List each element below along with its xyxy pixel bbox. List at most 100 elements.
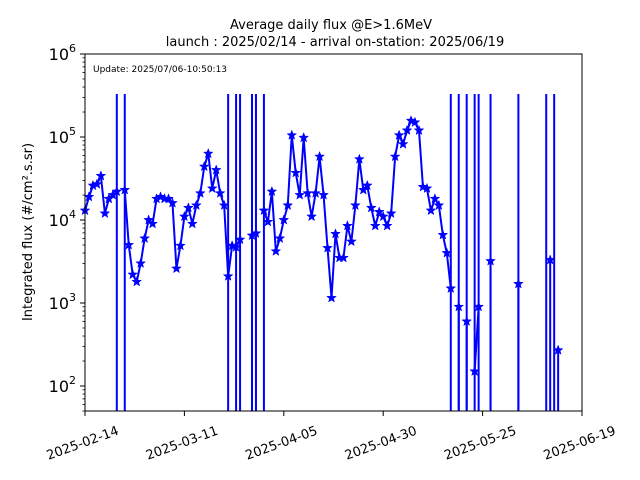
data-point-2025-05-01 bbox=[381, 220, 393, 231]
data-point-2025-05-11 bbox=[421, 182, 433, 194]
data-point-2025-05-03 bbox=[389, 150, 401, 162]
x-axis: 2025-02-14 2025-03-11 2025-04-05 2025-04-30… bbox=[45, 411, 618, 464]
data-point-2025-05-15 bbox=[437, 229, 449, 240]
data-point-2025-05-08 bbox=[409, 116, 421, 128]
data-point-2025-05-06 bbox=[401, 124, 413, 136]
data-point-2025-06-03 bbox=[512, 278, 524, 289]
data-point-2025-03-17 bbox=[202, 147, 214, 159]
data-point-2025-02-19 bbox=[99, 207, 111, 219]
data-point-2025-03-01 bbox=[139, 232, 151, 244]
data-point-2025-03-18 bbox=[206, 182, 218, 194]
data-point-2025-03-16 bbox=[198, 160, 210, 172]
data-point-2025-05-04 bbox=[393, 129, 405, 140]
y-tick-label-0: 102 bbox=[49, 374, 76, 396]
data-point-2025-06-13 bbox=[552, 344, 564, 355]
data-point-2025-04-22 bbox=[345, 235, 357, 247]
data-point-2025-03-11 bbox=[178, 210, 190, 222]
data-point-2025-04-26 bbox=[361, 179, 373, 191]
data-point-2025-05-27 bbox=[485, 255, 496, 266]
data-point-2025-04-08 bbox=[290, 167, 302, 178]
data-point-2025-05-09 bbox=[413, 124, 425, 136]
data-point-2025-04-10 bbox=[298, 132, 310, 143]
data-point-2025-04-24 bbox=[353, 153, 365, 164]
data-point-2025-03-07 bbox=[163, 193, 174, 204]
data-point-2025-03-15 bbox=[194, 187, 206, 198]
data-point-2025-04-03 bbox=[270, 245, 282, 256]
y-tick-label-1: 103 bbox=[49, 291, 76, 313]
data-point-2025-04-14 bbox=[314, 150, 326, 162]
data-point-2025-04-25 bbox=[357, 184, 369, 195]
data-point-2025-05-16 bbox=[441, 247, 453, 258]
data-point-2025-03-24 bbox=[230, 241, 242, 252]
data-point-2025-04-27 bbox=[365, 202, 377, 213]
data-point-2025-04-05 bbox=[278, 214, 290, 225]
data-point-2025-03-09 bbox=[171, 262, 182, 274]
data-point-2025-02-22 bbox=[111, 185, 123, 197]
data-point-2025-04-16 bbox=[322, 242, 333, 253]
data-point-2025-04-30 bbox=[377, 210, 389, 222]
data-point-2025-02-18 bbox=[95, 170, 107, 181]
data-point-2025-03-10 bbox=[174, 240, 186, 251]
y-tick-label-2: 104 bbox=[49, 208, 76, 230]
plot-layer bbox=[79, 94, 564, 411]
x-tick-label-4: 2025-05-25 bbox=[442, 424, 518, 464]
x-tick-label-5: 2025-06-19 bbox=[542, 424, 618, 464]
data-point-2025-03-29 bbox=[250, 227, 262, 239]
data-point-2025-05-05 bbox=[397, 138, 409, 149]
series-line-segment-6 bbox=[473, 306, 480, 372]
data-point-2025-03-21 bbox=[218, 199, 230, 211]
data-point-2025-03-20 bbox=[214, 187, 226, 198]
chart-title: Average daily flux @E>1.6MeV bbox=[230, 18, 432, 33]
data-point-2025-03-14 bbox=[190, 199, 202, 211]
data-point-2025-04-13 bbox=[310, 187, 322, 198]
data-point-2025-05-12 bbox=[425, 204, 437, 216]
data-point-2025-04-06 bbox=[282, 199, 294, 211]
data-point-2025-04-02 bbox=[266, 185, 278, 197]
data-point-2025-02-27 bbox=[131, 276, 143, 287]
data-point-2025-04-17 bbox=[326, 292, 337, 303]
data-point-2025-02-26 bbox=[127, 268, 139, 280]
data-point-2025-02-17 bbox=[91, 178, 103, 189]
data-point-2025-04-04 bbox=[274, 232, 286, 244]
series-line-segment-3 bbox=[262, 119, 452, 299]
y-axis-label: Integrated flux (#/cm².s.sr) bbox=[21, 143, 36, 321]
data-point-2025-03-31 bbox=[258, 204, 270, 216]
data-point-2025-03-13 bbox=[186, 218, 198, 229]
data-point-2025-04-01 bbox=[262, 216, 274, 227]
data-point-2025-03-25 bbox=[234, 233, 246, 245]
data-point-2025-05-13 bbox=[429, 193, 441, 204]
data-point-2025-05-24 bbox=[473, 301, 485, 312]
data-point-2025-02-24 bbox=[119, 184, 131, 195]
data-point-2025-03-12 bbox=[182, 202, 194, 213]
data-point-2025-02-28 bbox=[135, 257, 147, 269]
data-point-2025-02-25 bbox=[123, 239, 135, 250]
data-point-2025-05-19 bbox=[453, 301, 465, 312]
data-point-2025-03-19 bbox=[210, 164, 222, 175]
data-point-2025-05-23 bbox=[469, 365, 481, 377]
data-point-2025-04-23 bbox=[349, 199, 361, 211]
data-point-2025-04-09 bbox=[294, 189, 306, 200]
data-point-2025-04-07 bbox=[286, 129, 298, 140]
x-tick-label-0: 2025-02-14 bbox=[45, 424, 121, 464]
y-tick-label-3: 105 bbox=[49, 125, 76, 147]
chart-subtitle: launch : 2025/02/14 - arrival on-station… bbox=[166, 35, 504, 50]
data-point-2025-06-11 bbox=[544, 254, 556, 265]
x-tick-label-3: 2025-04-30 bbox=[343, 424, 419, 464]
data-point-2025-04-28 bbox=[369, 220, 381, 231]
data-point-2025-03-03 bbox=[147, 218, 159, 229]
data-point-2025-04-20 bbox=[338, 252, 349, 263]
data-point-2025-04-18 bbox=[330, 228, 341, 239]
y-tick-label-4: 106 bbox=[49, 42, 76, 64]
data-point-2025-03-08 bbox=[167, 197, 178, 208]
data-point-2025-05-02 bbox=[385, 207, 397, 219]
data-point-2025-04-21 bbox=[341, 220, 353, 231]
data-point-2025-05-21 bbox=[461, 315, 473, 327]
data-point-2025-04-29 bbox=[373, 206, 385, 217]
x-tick-label-1: 2025-03-11 bbox=[144, 424, 220, 464]
data-point-2025-05-17 bbox=[445, 282, 457, 294]
update-annotation: Update: 2025/07/06-10:50:13 bbox=[93, 65, 227, 75]
data-point-2025-05-14 bbox=[433, 199, 445, 211]
x-tick-label-2: 2025-04-05 bbox=[244, 424, 320, 464]
